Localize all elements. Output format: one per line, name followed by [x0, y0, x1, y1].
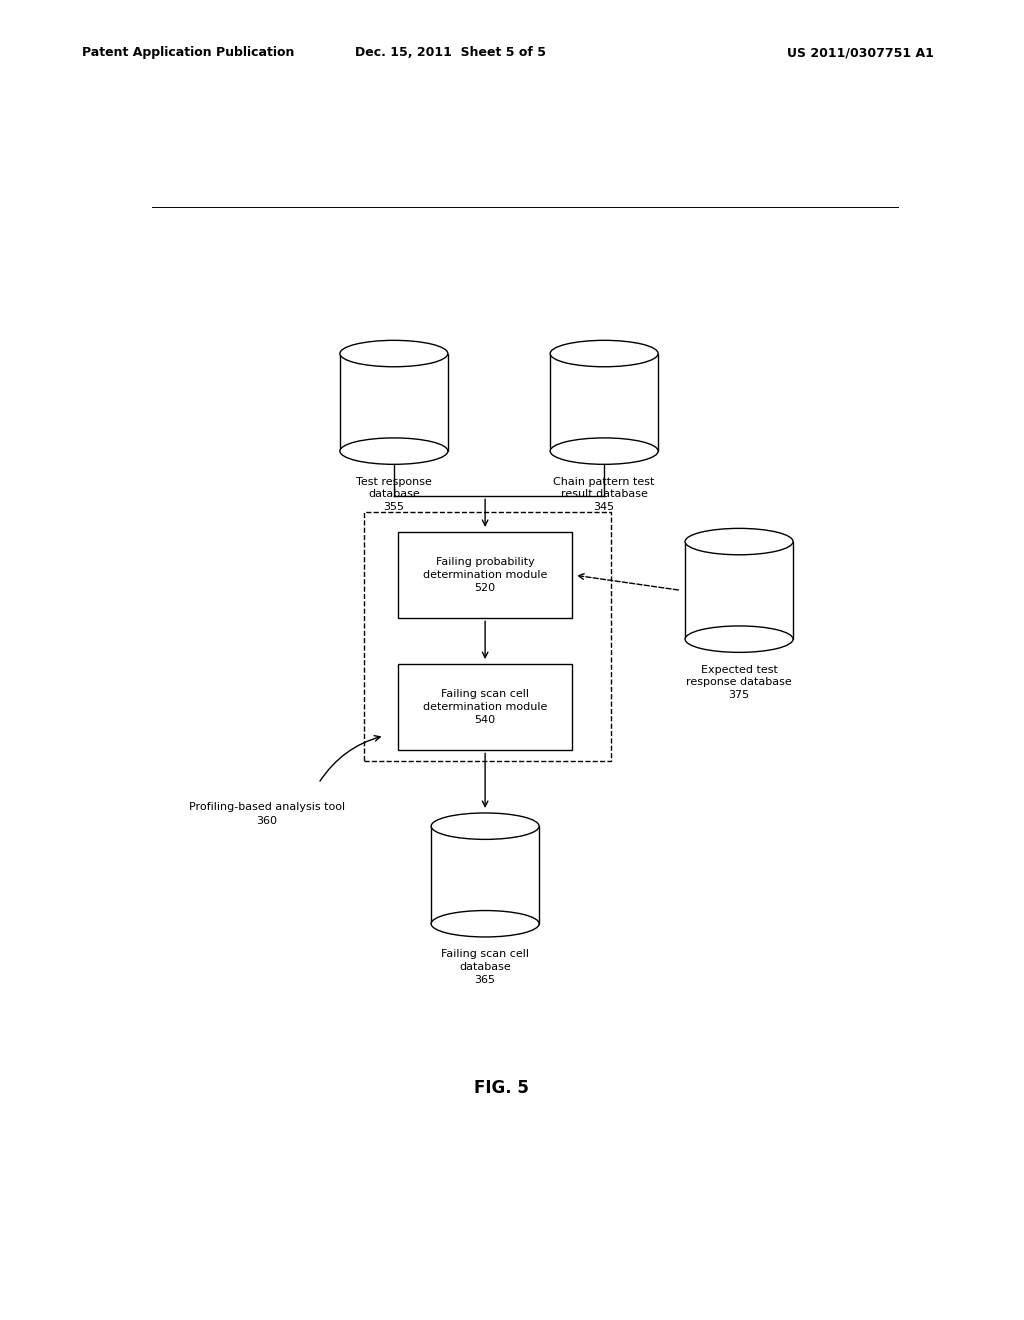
Ellipse shape	[685, 528, 793, 554]
Text: Profiling-based analysis tool
360: Profiling-based analysis tool 360	[188, 803, 345, 825]
Ellipse shape	[431, 911, 539, 937]
Text: Patent Application Publication: Patent Application Publication	[82, 46, 294, 59]
Text: Dec. 15, 2011  Sheet 5 of 5: Dec. 15, 2011 Sheet 5 of 5	[355, 46, 546, 59]
Text: Expected test
response database
375: Expected test response database 375	[686, 664, 792, 700]
Text: Failing probability
determination module
520: Failing probability determination module…	[423, 557, 547, 593]
Polygon shape	[550, 354, 658, 451]
Ellipse shape	[340, 341, 447, 367]
Polygon shape	[685, 541, 793, 639]
Polygon shape	[340, 354, 447, 451]
Ellipse shape	[550, 438, 658, 465]
Text: Chain pattern test
result database
345: Chain pattern test result database 345	[554, 477, 654, 512]
Text: Failing scan cell
database
365: Failing scan cell database 365	[441, 949, 529, 985]
Ellipse shape	[550, 341, 658, 367]
Polygon shape	[431, 826, 539, 924]
Text: Test response
database
355: Test response database 355	[356, 477, 432, 512]
FancyBboxPatch shape	[397, 532, 572, 618]
FancyBboxPatch shape	[397, 664, 572, 751]
Ellipse shape	[685, 626, 793, 652]
Text: FIG. 5: FIG. 5	[473, 1080, 528, 1097]
Text: Failing scan cell
determination module
540: Failing scan cell determination module 5…	[423, 689, 547, 726]
Ellipse shape	[340, 438, 447, 465]
Ellipse shape	[431, 813, 539, 840]
Text: US 2011/0307751 A1: US 2011/0307751 A1	[786, 46, 934, 59]
